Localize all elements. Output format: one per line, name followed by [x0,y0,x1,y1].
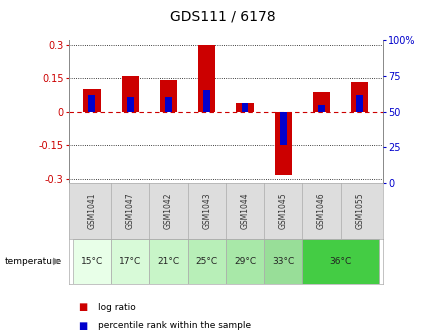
Text: GDS111 / 6178: GDS111 / 6178 [170,9,275,24]
Text: GSM1047: GSM1047 [125,193,135,229]
Text: GSM1046: GSM1046 [317,193,326,229]
Bar [160,81,177,112]
Bar [313,92,330,112]
Text: GSM1044: GSM1044 [240,193,250,229]
Bar [242,103,248,112]
Text: log ratio: log ratio [98,303,136,312]
Bar [73,239,111,284]
Bar [111,239,150,284]
Text: temperature: temperature [4,257,61,266]
Text: GSM1042: GSM1042 [164,193,173,229]
Text: GSM1041: GSM1041 [87,193,97,229]
Text: 21°C: 21°C [158,257,179,266]
Text: 29°C: 29°C [234,257,256,266]
Bar [280,112,287,144]
Bar [198,45,215,112]
Text: ■: ■ [78,302,87,312]
Text: 36°C: 36°C [329,257,352,266]
Text: 33°C: 33°C [272,257,294,266]
Text: percentile rank within the sample: percentile rank within the sample [98,322,251,330]
Text: 17°C: 17°C [119,257,142,266]
Text: ▶: ▶ [53,256,61,266]
Bar [264,239,302,284]
Bar [83,89,101,112]
Bar [226,239,264,284]
Bar [236,103,254,112]
Bar [89,95,95,112]
Bar [121,76,139,112]
Bar [318,104,325,112]
Text: GSM1043: GSM1043 [202,193,211,229]
Text: 15°C: 15°C [81,257,103,266]
Text: 25°C: 25°C [196,257,218,266]
Bar [351,82,368,112]
Bar [356,95,363,112]
Bar [127,97,134,112]
Bar [203,90,210,112]
Text: GSM1045: GSM1045 [279,193,288,229]
Bar [188,239,226,284]
Text: ■: ■ [78,321,87,331]
Text: GSM1055: GSM1055 [355,193,364,229]
Bar [150,239,188,284]
Bar [302,239,379,284]
Bar [275,112,292,175]
Bar [165,97,172,112]
